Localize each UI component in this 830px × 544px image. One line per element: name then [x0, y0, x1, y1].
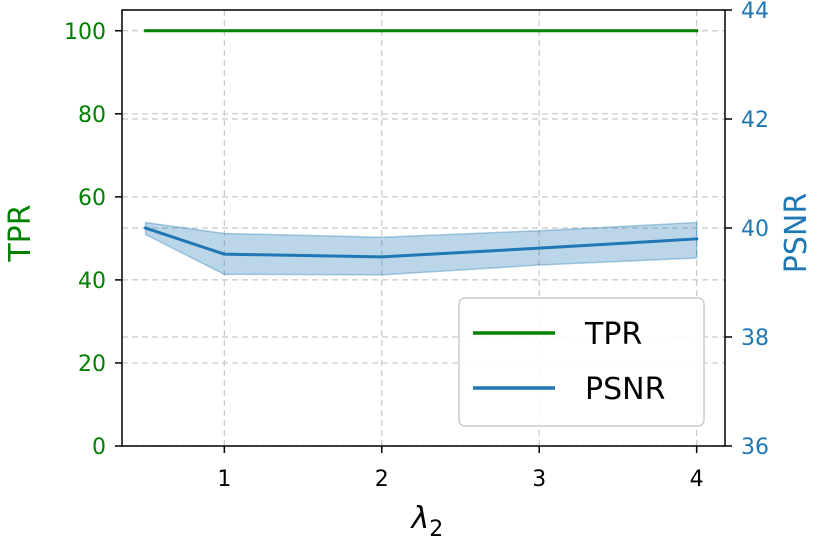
left-tick-label: 80 [78, 103, 106, 128]
left-axis-label: TPR [3, 204, 38, 262]
x-tick-label: 1 [217, 467, 231, 492]
psnr-band-layer [144, 221, 698, 276]
left-tick-label: 100 [64, 20, 106, 45]
series-lines [143, 29, 699, 259]
right-tick-label: 42 [741, 108, 769, 133]
left-tick-label: 0 [92, 435, 106, 460]
left-tick-label: 20 [78, 352, 106, 377]
left-tick-label: 60 [78, 186, 106, 211]
x-tick-label: 4 [690, 467, 704, 492]
legend-label-tpr: TPR [584, 317, 642, 352]
right-tick-label: 44 [741, 0, 769, 24]
legend-box [458, 297, 705, 427]
left-tick-label: 40 [78, 269, 106, 294]
x-axis-label-subscript: 2 [429, 517, 443, 542]
legend: TPR PSNR [458, 297, 705, 427]
right-tick-label: 36 [741, 435, 769, 460]
right-tick-label: 38 [741, 326, 769, 351]
psnr-confidence-band [144, 221, 698, 276]
right-axis-label: PSNR [779, 193, 814, 273]
x-axis-label-symbol: λ [410, 501, 430, 536]
x-axis-label: λ2 [410, 501, 444, 542]
psnr-line [143, 226, 699, 259]
x-tick-label: 3 [532, 467, 546, 492]
legend-label-psnr: PSNR [585, 372, 665, 407]
x-tick-label: 2 [375, 467, 389, 492]
right-tick-label: 40 [741, 217, 769, 242]
